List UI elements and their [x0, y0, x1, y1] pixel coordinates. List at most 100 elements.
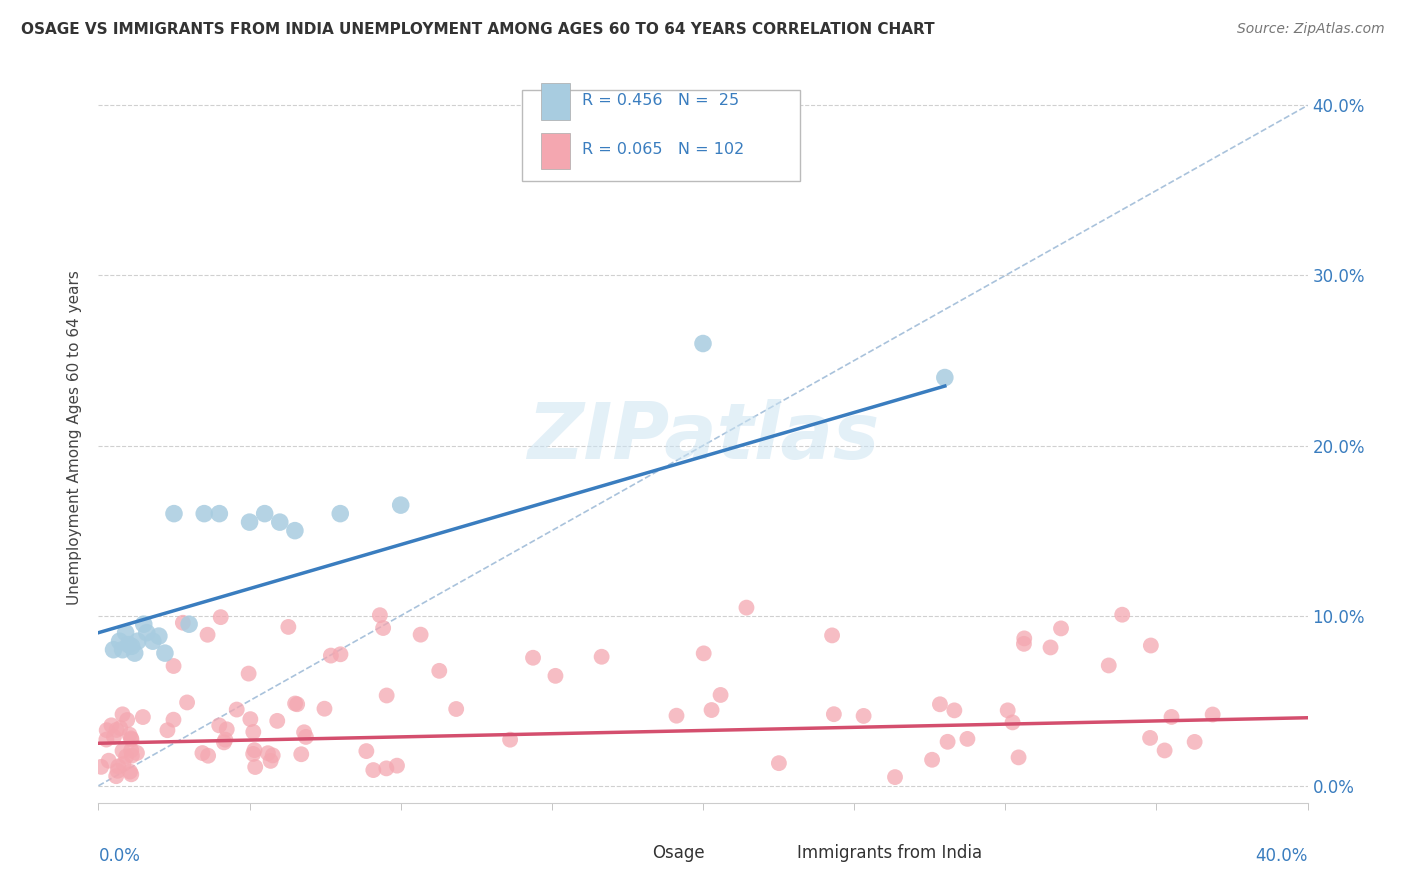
Text: R = 0.456   N =  25: R = 0.456 N = 25: [582, 93, 740, 108]
Point: [111, 707, 134, 722]
FancyBboxPatch shape: [605, 837, 644, 866]
FancyBboxPatch shape: [541, 133, 569, 169]
Point: [214, 732, 236, 747]
Point: [176, 695, 198, 709]
Point: [1007, 750, 1029, 764]
Text: Immigrants from India: Immigrants from India: [797, 844, 983, 862]
Point: [242, 747, 264, 761]
Point: [153, 646, 176, 660]
Point: [245, 760, 267, 774]
Point: [118, 638, 141, 652]
Point: [956, 731, 979, 746]
Point: [1001, 715, 1024, 730]
Point: [823, 707, 845, 722]
Point: [692, 336, 714, 351]
Text: Source: ZipAtlas.com: Source: ZipAtlas.com: [1237, 22, 1385, 37]
Point: [1012, 637, 1035, 651]
Point: [700, 703, 723, 717]
Point: [107, 759, 129, 773]
Point: [389, 498, 412, 512]
Point: [1160, 710, 1182, 724]
Point: [1153, 743, 1175, 757]
Point: [375, 689, 398, 703]
Point: [292, 725, 315, 739]
Point: [110, 721, 132, 735]
Point: [148, 629, 170, 643]
Y-axis label: Unemployment Among Ages 60 to 64 years: Unemployment Among Ages 60 to 64 years: [67, 269, 83, 605]
Point: [934, 370, 956, 384]
Point: [329, 647, 352, 661]
Point: [238, 666, 260, 681]
Point: [257, 746, 280, 760]
Point: [499, 732, 522, 747]
Point: [132, 617, 155, 632]
Text: Osage: Osage: [652, 844, 704, 862]
Point: [208, 718, 231, 732]
Point: [96, 723, 118, 738]
Text: 0.0%: 0.0%: [98, 847, 141, 864]
Point: [243, 743, 266, 757]
Point: [115, 713, 138, 727]
Point: [1140, 639, 1163, 653]
Point: [356, 744, 378, 758]
Point: [375, 761, 398, 775]
Point: [172, 615, 194, 630]
Point: [121, 748, 143, 763]
Point: [121, 640, 143, 654]
Point: [114, 625, 136, 640]
Point: [142, 634, 165, 648]
Point: [269, 515, 291, 529]
Point: [821, 628, 844, 642]
Point: [284, 524, 307, 538]
Point: [368, 608, 391, 623]
Text: 40.0%: 40.0%: [1256, 847, 1308, 864]
Point: [921, 753, 943, 767]
Point: [295, 730, 318, 744]
Point: [121, 732, 143, 747]
Point: [544, 669, 567, 683]
Text: OSAGE VS IMMIGRANTS FROM INDIA UNEMPLOYMENT AMONG AGES 60 TO 64 YEARS CORRELATIO: OSAGE VS IMMIGRANTS FROM INDIA UNEMPLOYM…: [21, 22, 935, 37]
Point: [284, 697, 307, 711]
Point: [314, 702, 336, 716]
Point: [692, 646, 714, 660]
Point: [125, 746, 148, 760]
Point: [285, 697, 308, 711]
Point: [266, 714, 288, 728]
Point: [212, 735, 235, 749]
Point: [111, 744, 134, 758]
Point: [100, 718, 122, 732]
Point: [427, 664, 450, 678]
FancyBboxPatch shape: [541, 83, 569, 120]
Point: [179, 617, 201, 632]
Point: [290, 747, 312, 762]
Point: [943, 703, 966, 717]
Point: [735, 600, 758, 615]
Point: [1012, 632, 1035, 646]
Point: [373, 621, 395, 635]
Point: [120, 731, 142, 746]
Point: [197, 748, 219, 763]
Point: [1039, 640, 1062, 655]
Point: [329, 507, 352, 521]
Point: [132, 710, 155, 724]
FancyBboxPatch shape: [522, 90, 800, 181]
Point: [997, 703, 1019, 717]
Point: [1098, 658, 1121, 673]
Point: [253, 507, 276, 521]
Point: [127, 634, 149, 648]
Point: [120, 743, 142, 757]
Point: [591, 649, 613, 664]
Point: [112, 757, 135, 772]
Point: [262, 748, 284, 763]
Point: [239, 712, 262, 726]
Point: [105, 723, 128, 737]
Point: [124, 646, 146, 660]
Point: [522, 650, 544, 665]
Point: [709, 688, 731, 702]
Point: [162, 713, 184, 727]
Point: [135, 625, 157, 640]
Point: [409, 627, 432, 641]
Point: [162, 659, 184, 673]
Point: [103, 730, 125, 744]
Point: [884, 770, 907, 784]
